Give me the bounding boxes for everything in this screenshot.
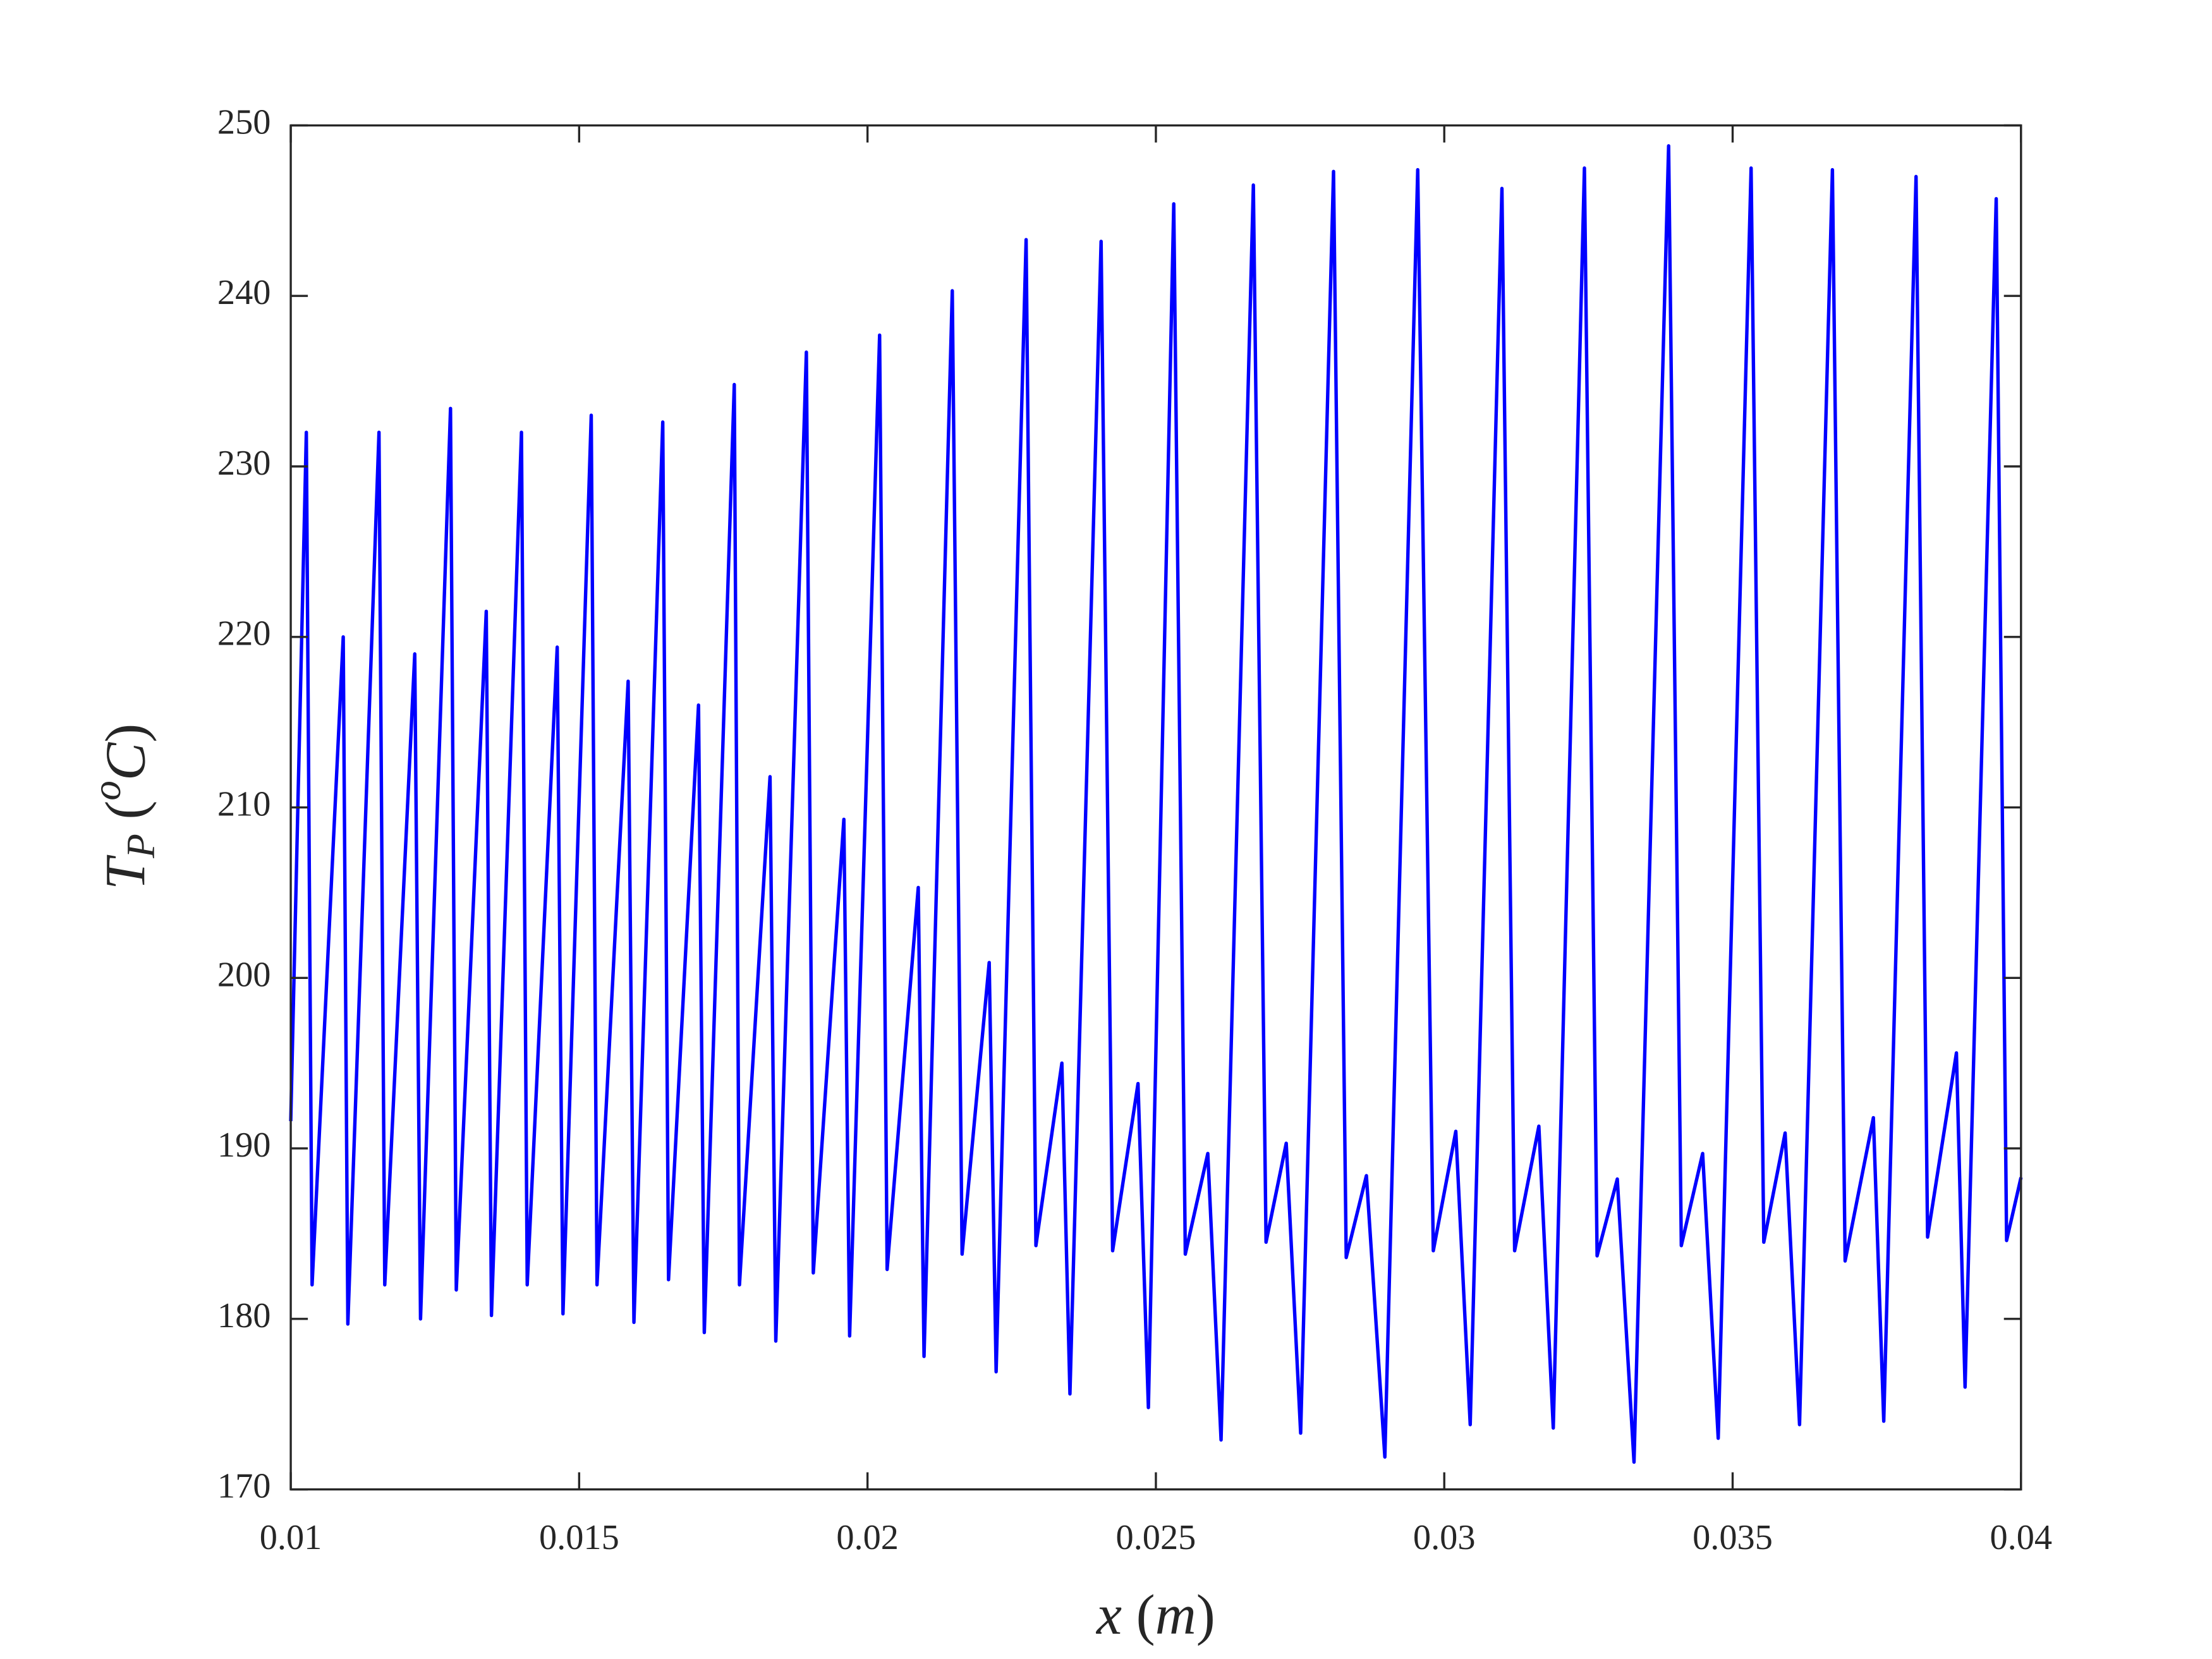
plot-content: [289, 144, 2023, 1464]
y-tick-label: 170: [217, 1467, 271, 1506]
x-label-part: (: [1122, 1583, 1155, 1646]
x-label-part: x: [1095, 1583, 1122, 1646]
y-tick-label: 220: [217, 614, 271, 653]
x-tick-label: 0.01: [260, 1518, 322, 1557]
y-tick-label: 200: [217, 955, 271, 994]
y-tick-label: 230: [217, 444, 271, 483]
y-label-part: T: [94, 854, 157, 890]
x-tick-label: 0.025: [1116, 1518, 1196, 1557]
x-label-part: ): [1196, 1583, 1215, 1646]
x-tick-label: 0.035: [1692, 1518, 1773, 1557]
y-label-part: C: [94, 742, 157, 781]
data-line: [289, 144, 2023, 1464]
y-axis-label: TP (oC): [85, 724, 163, 890]
y-tick-label: 240: [217, 273, 271, 312]
x-tick-label: 0.04: [1990, 1518, 2052, 1557]
y-label-part: (: [94, 801, 157, 834]
x-tick-label: 0.03: [1413, 1518, 1476, 1557]
y-tick-label: 190: [217, 1126, 271, 1165]
y-label-part: P: [119, 834, 164, 859]
x-tick-label: 0.02: [836, 1518, 899, 1557]
x-label-part: m: [1155, 1583, 1196, 1646]
y-label-part: ): [94, 724, 157, 743]
x-tick-label: 0.015: [539, 1518, 619, 1557]
y-tick-label: 180: [217, 1296, 271, 1335]
y-label-part: o: [85, 781, 129, 801]
x-axis-label: x (m): [1095, 1583, 1215, 1646]
y-tick-label: 250: [217, 102, 271, 142]
y-tick-label: 210: [217, 784, 271, 823]
